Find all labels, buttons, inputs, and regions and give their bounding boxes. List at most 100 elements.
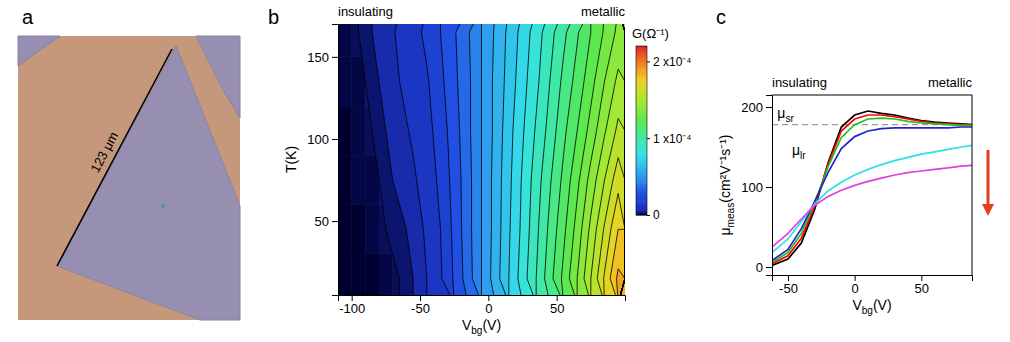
contour-line [518,24,625,295]
contour-line [500,24,625,295]
x-axis-tick-mark [352,295,353,301]
flake [196,36,240,118]
series-line [772,115,972,264]
trend-arrow-head [982,204,994,216]
x-axis-tick: -50 [779,275,798,296]
panel-letter: a [22,6,34,28]
contour-band [597,158,625,295]
y-axis-tick: 100 [741,180,772,195]
contour-line [359,24,626,295]
colorbar-axis-tick: 1 x10⁻⁴ [647,132,692,146]
y-axis-tick-mark [332,139,338,140]
cell [338,106,352,155]
contour-line [509,24,625,295]
contour-line [569,24,625,295]
panel-letter: c [716,6,726,28]
x-axis-tick-mark [921,275,922,281]
contour-line [491,24,625,295]
x-axis-tick-label: -50 [411,301,430,316]
y-axis-tick: 0 [756,260,772,275]
series-line [772,127,972,261]
contour-line [577,24,625,295]
cell [338,205,352,254]
y-axis-title-main: μ [717,227,733,235]
contour-line [536,24,625,295]
contour-band [561,24,625,295]
colorbar-step [636,46,647,49]
contour-line [469,24,625,295]
y-axis-tick: 200 [741,100,772,115]
contour-band [500,24,625,295]
x-axis-title-sub: bg [862,305,873,316]
plot-frame [772,95,972,275]
trend-arrow-shaft [987,150,990,206]
cell [379,254,393,295]
y-axis-line [332,25,339,296]
y-axis-tick: 150 [307,50,338,65]
colorbar-title: G(Ω⁻¹) [632,26,669,41]
x-axis-tick-mark [855,275,856,281]
contour-line [527,24,625,295]
colorbar-axis-tick: 0 [647,208,660,222]
contour-band [553,24,625,295]
figure: 123 μma-100-5005050100150Vbg(V)T(K)insul… [0,0,1010,342]
y-axis-tick-mark [766,107,772,108]
x-axis-title: Vbg(V) [852,297,891,316]
contour-line [591,118,625,295]
y-axis-tick-mark [766,267,772,268]
colorbar-axis-tick-label: 0 [653,208,660,222]
y-axis-line [766,96,773,276]
annotation: μsr [777,105,794,124]
contour-band [491,24,625,295]
x-axis-line [773,276,973,282]
contour-line [395,24,625,295]
x-axis-tick-label: 50 [550,301,564,316]
x-axis-tick: 0 [852,275,859,296]
regime-label: insulating [338,4,393,19]
contour-line [482,24,626,295]
colorbar-axis-tick-mark [647,138,650,139]
colorbar-axis-tick-label: 2 x10⁻⁴ [653,55,692,69]
photo-ground [18,36,240,320]
contour-line [617,269,625,295]
colorbar [636,46,647,216]
x-axis-title-sub: bg [471,325,482,336]
x-axis-tick-mark [488,295,489,301]
cell [338,24,352,57]
x-axis-title: Vbg(V) [462,317,501,336]
flake [18,36,60,66]
contour-band [577,24,625,295]
contour-band [617,269,625,295]
contour-line [561,24,625,295]
regime-label: insulating [772,75,827,90]
x-axis: -100-50050 [339,295,626,316]
contour-band [545,24,625,295]
x-axis-title-after: (V) [873,297,892,313]
cell [352,106,366,155]
x-axis-line [339,296,626,302]
contour-band [359,24,626,295]
scale-label: 123 μm [87,129,121,175]
annotation-main: μ [792,142,800,158]
contour-line [584,69,625,295]
x-axis: -50050 [773,275,973,296]
y-axis-tick: 50 [315,214,338,229]
y-axis-tick-label: 200 [741,100,763,115]
contour-band [527,24,625,295]
cell [352,205,366,254]
regime-label: metallic [581,4,626,19]
colorbar-axis-tick-mark [647,61,650,62]
x-axis-tick-label: 0 [485,301,492,316]
series-line [772,111,972,265]
annotation-sub: lr [800,150,806,161]
y-axis: 50100150 [307,25,338,296]
y-axis-tick-mark [766,187,772,188]
contour-band [569,24,625,295]
speck [161,204,165,208]
contour-band [482,24,626,295]
contour-line [441,24,626,295]
y-axis-tick-label: 150 [307,50,329,65]
cell [338,57,352,106]
plot-area [338,24,625,295]
annotation-main: μ [777,105,785,121]
